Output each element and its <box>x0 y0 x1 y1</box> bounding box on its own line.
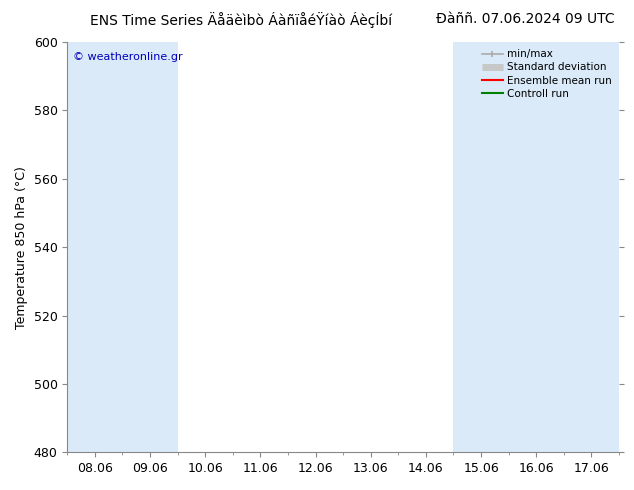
Bar <box>453 42 564 452</box>
Text: Ðàññ. 07.06.2024 09 UTC: Ðàññ. 07.06.2024 09 UTC <box>436 12 615 26</box>
Legend: min/max, Standard deviation, Ensemble mean run, Controll run: min/max, Standard deviation, Ensemble me… <box>478 45 616 103</box>
Bar <box>564 42 619 452</box>
Bar <box>67 42 178 452</box>
Y-axis label: Temperature 850 hPa (°C): Temperature 850 hPa (°C) <box>15 166 28 329</box>
Text: © weatheronline.gr: © weatheronline.gr <box>73 52 183 62</box>
Text: ENS Time Series Äåäèìbò ÁàñïåéŸíàò ÁèçÍbí: ENS Time Series Äåäèìbò ÁàñïåéŸíàò ÁèçÍb… <box>90 12 392 28</box>
